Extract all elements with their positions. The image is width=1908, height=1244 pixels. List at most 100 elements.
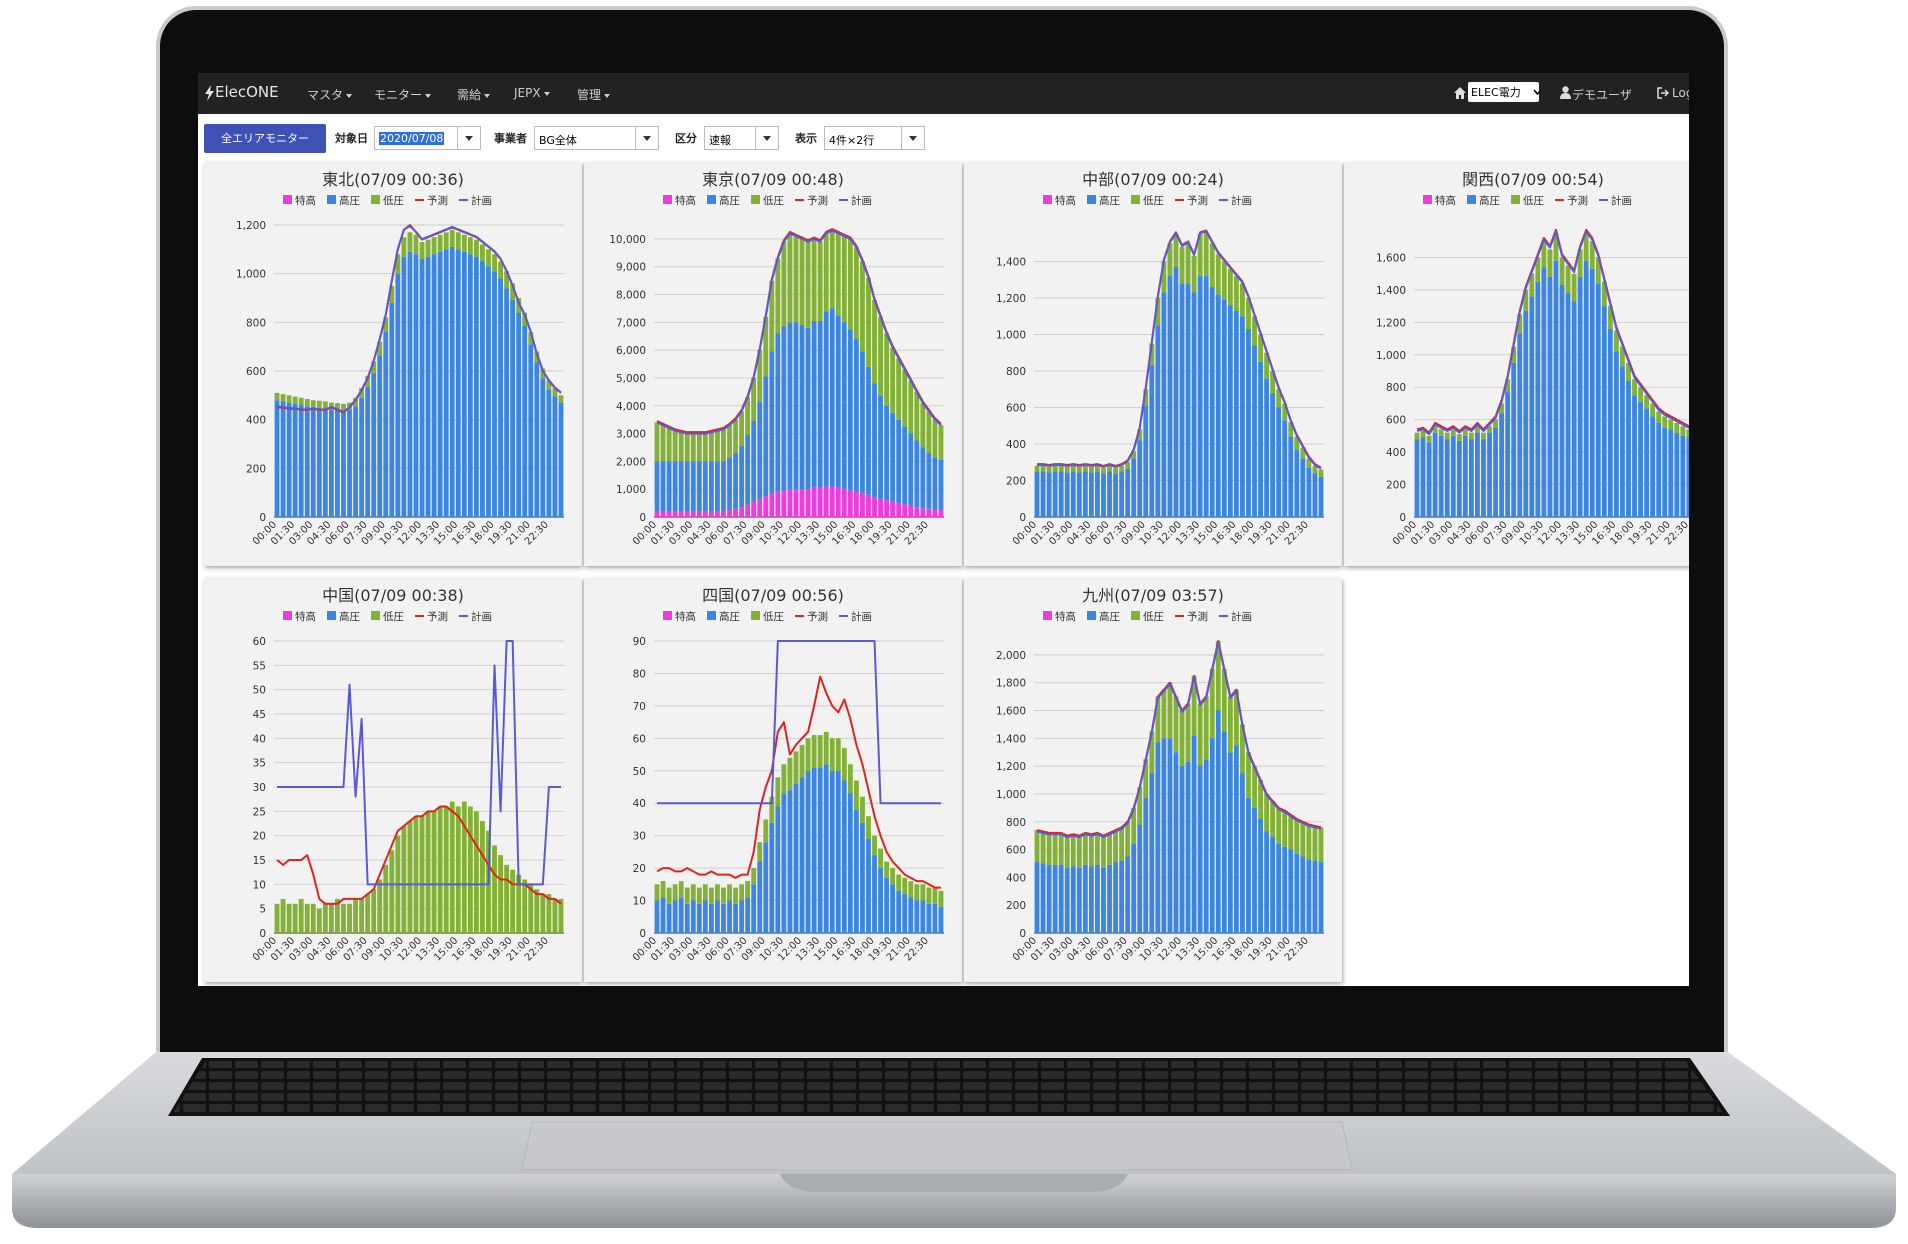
bar-segment [1595,283,1601,517]
bar-segment [1064,472,1070,517]
legend-label: 高圧 [339,194,360,207]
brand[interactable]: ElecONE [215,83,279,101]
bar-segment [1088,466,1094,473]
bar-segment [853,339,859,492]
bar-segment [292,903,298,933]
bar-segment [739,884,745,901]
bar-segment [1481,432,1486,440]
bar-segment [841,236,847,323]
bar-segment [829,230,835,309]
bar-segment [1638,387,1643,402]
bar-segment [437,251,443,517]
select-chevron [1533,89,1542,96]
bar-segment [1264,352,1270,379]
bar-segment [1113,467,1118,474]
bar-segment [1167,276,1173,517]
bar-segment [1107,832,1112,865]
bar-segment [1173,696,1179,753]
bar-segment [1589,268,1595,517]
dropdown-arrow[interactable] [901,127,924,149]
bar-segment [787,233,793,323]
dropdown-arrow[interactable] [457,127,480,149]
menu-item[interactable]: 管理 [577,86,610,103]
bar-segment [1632,395,1637,517]
section-input[interactable]: 速報 [704,126,779,150]
logout-link[interactable]: Log [1672,86,1689,100]
y-tick-label: 30 [633,831,646,843]
company-input[interactable]: BG全体 [534,126,659,150]
chart-title: 九州(07/09 03:57) [1082,586,1224,605]
bar-segment [558,395,564,403]
legend-swatch [751,611,760,620]
series-line [656,675,941,889]
display-input[interactable]: 4件×2行 [824,126,925,150]
bar-segment [1034,830,1040,863]
bar-segment [1258,334,1263,362]
bar-segment [1523,310,1529,517]
bar-segment [413,816,419,933]
bar-segment [1203,696,1209,760]
bar-segment [938,459,944,511]
bar-segment [1246,798,1251,933]
bar-segment [1300,856,1306,933]
bar-segment [1264,793,1270,832]
legend-label: 低圧 [1143,194,1165,207]
bar-segment [805,241,811,328]
bar-segment [884,877,890,933]
bar-segment [1185,703,1191,762]
bar-segment [853,491,859,517]
bar-segment [1155,298,1161,326]
all-area-button[interactable]: 全エリアモニター [204,124,326,153]
user-menu[interactable]: デモユーザ [1572,88,1632,102]
menu-item[interactable]: マスタ [307,86,352,103]
y-tick-label: 10,000 [609,234,646,246]
bar-segment [1493,419,1498,428]
bar-segment [751,377,757,422]
bar-segment [757,498,763,517]
company-select[interactable]: ELEC電力 [1468,82,1539,102]
dropdown-arrow[interactable] [635,127,658,149]
bar-segment [660,511,666,517]
bar-segment [727,884,732,901]
bar-segment [781,793,787,933]
bar-segment [1064,867,1070,933]
bar-segment [1613,351,1619,517]
bar-segment [274,392,280,401]
bar-segment [799,489,805,517]
date-input[interactable]: 2020/07/08 [374,126,481,150]
bar-segment [1270,800,1276,838]
bar-segment [1185,243,1191,284]
bar-segment [799,325,805,490]
bar-segment [286,395,292,403]
dropdown-arrow[interactable] [755,127,778,149]
bar-segment [1644,395,1650,409]
bar-segment [787,489,793,517]
bar-segment [1233,310,1239,517]
bar-segment [1052,832,1058,865]
bar-segment [1270,392,1276,517]
bar-segment [473,256,479,517]
bar-segment [660,425,666,462]
legend-swatch [327,195,336,204]
bar-segment [1674,432,1680,517]
bar-segment [1149,365,1155,517]
menu-item[interactable]: モニター [374,86,431,103]
bar-segment [1125,462,1131,469]
y-tick-label: 1,000 [1376,350,1406,362]
bar-segment [1252,316,1257,346]
y-tick-label: 60 [253,636,266,648]
bar-segment [1149,343,1155,366]
bar-segment [328,409,334,517]
chart: 東京(07/09 00:48) 特高 高圧 低圧 予測 計画 0 1,000 2,000 3,00… [609,170,944,548]
bar-segment [793,783,799,933]
bar-segment [328,903,334,933]
menu-item[interactable]: 需給 [457,86,490,103]
bar-segment [353,898,358,933]
bar-segment [672,430,678,462]
bar-segment [721,903,726,933]
bar-segment [1227,268,1233,306]
menu-item[interactable]: JEPX [514,86,550,100]
bar-segment [872,497,877,517]
bar-segment [437,234,443,252]
y-tick-label: 3,000 [616,429,646,441]
